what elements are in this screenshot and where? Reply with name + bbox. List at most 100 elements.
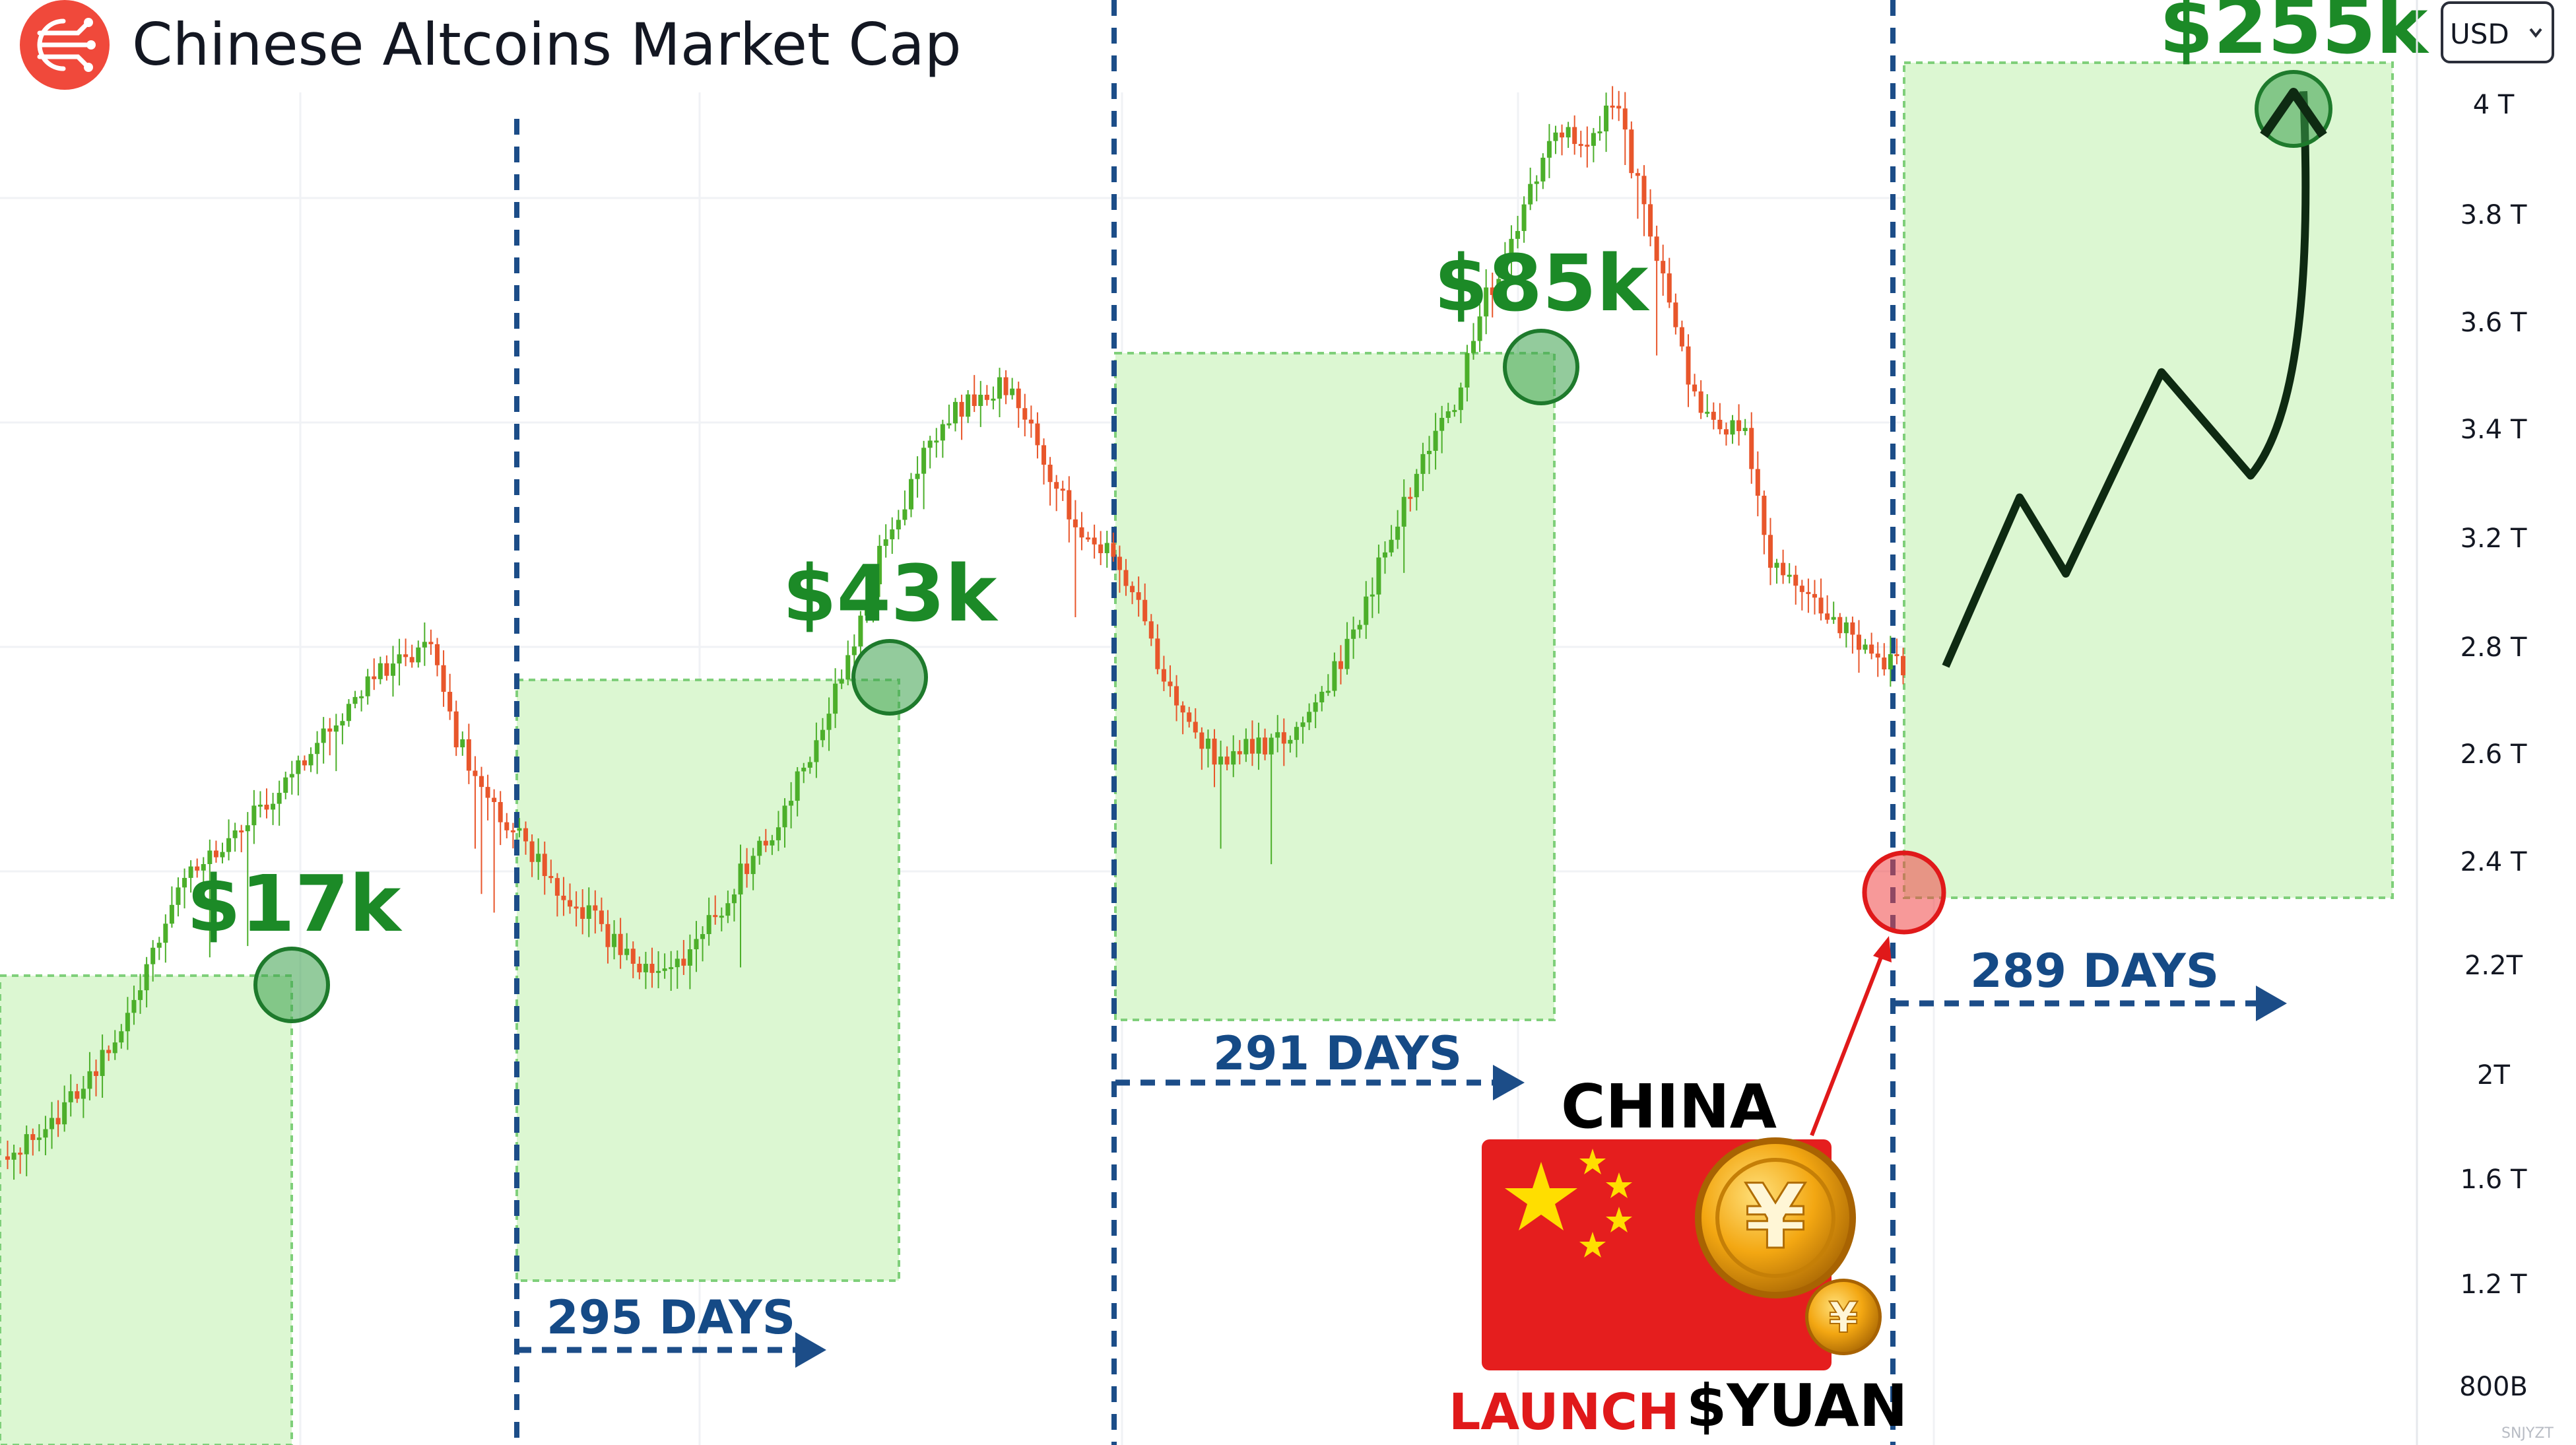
candle: [1364, 581, 1369, 639]
candle: [1028, 405, 1034, 438]
candle: [1610, 86, 1615, 119]
candle: [694, 921, 699, 972]
candle: [1528, 168, 1533, 211]
y-tick-label: 3.2 T: [2460, 523, 2527, 554]
candle: [510, 823, 515, 849]
svg-text:¥: ¥: [1744, 1165, 1806, 1269]
candle: [1022, 393, 1028, 437]
candle: [1445, 403, 1451, 424]
candle: [18, 1147, 23, 1174]
currency-select[interactable]: USD: [2441, 1, 2554, 63]
candle: [1357, 620, 1362, 638]
candle: [1148, 614, 1154, 646]
candle: [125, 997, 130, 1050]
candle: [220, 842, 225, 863]
cycle-zone-4: [1903, 61, 2394, 899]
circuit-logo-icon[interactable]: [20, 0, 110, 90]
candle: [1344, 622, 1350, 675]
candle: [662, 953, 667, 979]
candle: [1604, 92, 1609, 152]
candle: [188, 860, 193, 893]
china-yuan-graphic: CHINA ¥ ¥ LAUNCH $YUAN: [1449, 936, 1907, 1441]
candle: [169, 886, 174, 928]
yuan-coin-icon: ¥: [1695, 1137, 1856, 1298]
candle: [1458, 382, 1463, 424]
candle: [871, 573, 876, 622]
candle: [845, 640, 851, 686]
candle: [460, 731, 465, 756]
y-tick-label: 4 T: [2473, 90, 2515, 120]
candle: [428, 629, 434, 655]
candle: [1376, 544, 1381, 614]
candle: [1648, 189, 1653, 247]
candle: [637, 957, 642, 980]
peak-label-85k: $85k: [1434, 238, 1650, 329]
candle: [839, 669, 844, 689]
candle: [1767, 518, 1773, 586]
candle: [1566, 121, 1571, 149]
yuan-label: $YUAN: [1686, 1372, 1907, 1440]
candle: [1351, 617, 1356, 659]
candle: [851, 634, 857, 667]
candle: [138, 974, 143, 1014]
candle: [1553, 125, 1558, 154]
candle: [1307, 703, 1312, 730]
launch-pointer-arrowhead: [1873, 936, 1892, 962]
candle: [991, 386, 996, 410]
candle: [251, 790, 257, 844]
candle: [826, 697, 832, 751]
candle: [144, 957, 149, 1008]
candle: [1578, 131, 1583, 158]
candle: [277, 780, 282, 826]
candle: [352, 690, 358, 709]
cycle-label-289: 289 DAYS: [1970, 944, 2219, 998]
candle: [100, 1034, 105, 1098]
candle: [119, 1024, 124, 1049]
candle: [978, 381, 983, 427]
candle: [757, 836, 762, 865]
candle: [959, 394, 964, 440]
candle: [940, 419, 945, 458]
candle: [1205, 729, 1210, 768]
candle: [738, 844, 743, 968]
candle: [630, 941, 636, 978]
candle: [1382, 541, 1387, 574]
candle: [1003, 370, 1008, 405]
candle: [1762, 490, 1767, 554]
candle: [1477, 304, 1482, 353]
candle: [915, 456, 920, 498]
candle: [763, 828, 768, 852]
candle: [1723, 422, 1729, 446]
candle: [1452, 404, 1457, 417]
candle: [1496, 263, 1502, 304]
candle: [643, 951, 648, 990]
candle: [1825, 595, 1830, 624]
peak-markers: [253, 70, 2332, 1023]
cycle-dividers: [514, 0, 1896, 1445]
peak-labels: $17k $43k $85k $255k: [187, 0, 2429, 949]
candle: [11, 1145, 17, 1180]
candle: [1060, 481, 1065, 501]
candle: [1136, 576, 1141, 617]
candle: [106, 1045, 112, 1061]
candle: [1243, 728, 1249, 762]
candle: [624, 933, 630, 960]
candle: [1755, 451, 1760, 517]
candle: [1193, 708, 1198, 739]
candle: [605, 910, 611, 964]
candle: [1774, 558, 1779, 584]
candle: [372, 658, 377, 690]
candle: [1086, 531, 1091, 542]
candle: [1787, 563, 1792, 584]
candle: [972, 375, 977, 413]
candle: [1142, 583, 1148, 626]
chart-title: Chinese Altcoins Market Cap: [132, 11, 962, 79]
candle: [163, 914, 168, 963]
candle: [1882, 643, 1887, 676]
candle: [1812, 580, 1817, 615]
candle: [1067, 476, 1072, 543]
candle: [795, 767, 800, 817]
candle: [447, 673, 453, 720]
candle: [441, 650, 446, 707]
candle: [1799, 580, 1804, 611]
